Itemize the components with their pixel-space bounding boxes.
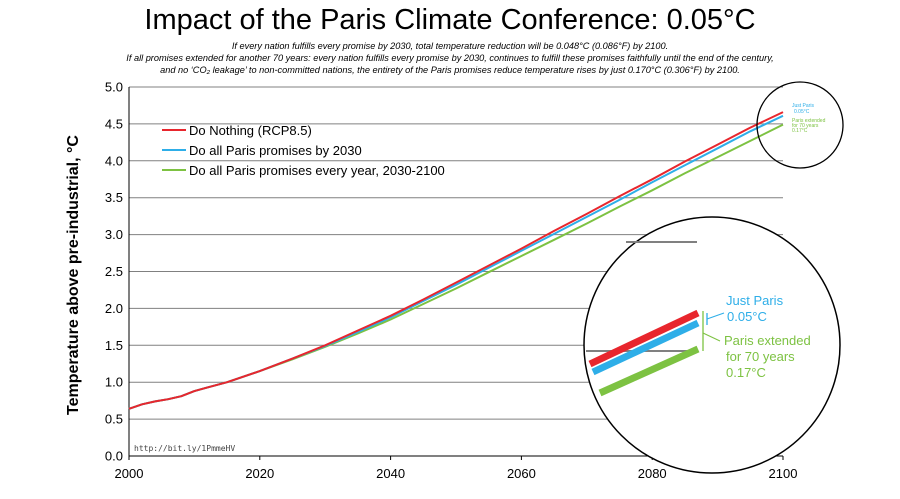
y-tick-label: 1.0 (105, 375, 123, 390)
x-tick-label: 2020 (245, 466, 274, 481)
zoom-inset: Just Paris 0.05°C Paris extended for 70 … (583, 216, 841, 474)
x-tick-label: 2060 (507, 466, 536, 481)
small-just-paris-label: Just Paris (792, 103, 814, 109)
y-tick-label: 5.0 (105, 80, 123, 95)
zoom-line-do-nothing (588, 309, 700, 368)
small-extended-value: 0.17°C (792, 128, 808, 134)
y-tick-labels: 0.0 0.5 1.0 1.5 2.0 2.5 3.0 3.5 4.0 4.5 5.0 (105, 80, 123, 464)
y-tick-label: 2.0 (105, 301, 123, 316)
small-extended-label-1: Paris extended (792, 118, 826, 124)
subtitle-line-2: If all promises extended for another 70 … (126, 53, 774, 63)
zoom-extended-label-1: Paris extended (724, 333, 811, 348)
zoom-just-paris-value: 0.05°C (727, 309, 767, 324)
zoom-extended-value: 0.17°C (726, 365, 766, 380)
series-lines (128, 111, 784, 410)
y-tick-label: 4.0 (105, 153, 123, 168)
x-tick-label: 2040 (376, 466, 405, 481)
small-extended-label-2: for 70 years (792, 123, 819, 129)
subtitle-line-1: If every nation fulfills every promise b… (231, 41, 669, 51)
y-tick-label: 0.0 (105, 449, 123, 464)
x-tick-label: 2100 (769, 466, 798, 481)
y-tick-label: 3.5 (105, 190, 123, 205)
zoom-line-paris-extended (598, 345, 700, 397)
y-tick-label: 1.5 (105, 338, 123, 353)
chart-title: Impact of the Paris Climate Conference: … (144, 4, 756, 36)
zoom-just-paris-label: Just Paris (726, 293, 784, 308)
y-tick-label: 0.5 (105, 412, 123, 427)
zoom-extended-label-2: for 70 years (726, 349, 795, 364)
y-axis-label: Temperature above pre-industrial, °C (65, 135, 82, 415)
legend: Do Nothing (RCP8.5) Do all Paris promise… (162, 123, 445, 178)
y-tick-label: 3.0 (105, 227, 123, 242)
zoom-line-paris-2030 (591, 319, 700, 376)
zoom-leader-just-paris (706, 312, 725, 320)
source-link[interactable]: http://bit.ly/1PmmeHV (134, 444, 235, 453)
y-tick-label: 4.5 (105, 116, 123, 131)
subtitle-line-3: and no ‘CO₂ leakage’ to non-committed na… (160, 65, 740, 75)
legend-label-paris-extended: Do all Paris promises every year, 2030-2… (189, 163, 445, 178)
end-highlight: Just Paris 0.05°C Paris extended for 70 … (756, 81, 844, 169)
legend-label-do-nothing: Do Nothing (RCP8.5) (189, 123, 312, 138)
small-just-paris-value: 0.05°C (794, 109, 810, 115)
zoom-leader-extended (702, 332, 721, 342)
series-line-do-nothing (128, 111, 784, 410)
x-tick-labels: 2000 2020 2040 2060 2080 2100 (115, 466, 798, 481)
gridlines (129, 86, 783, 420)
x-tick-label: 2000 (115, 466, 144, 481)
x-tick-label: 2080 (638, 466, 667, 481)
zoom-circle (583, 216, 841, 474)
legend-label-paris-2030: Do all Paris promises by 2030 (189, 143, 362, 158)
y-tick-label: 2.5 (105, 264, 123, 279)
end-highlight-circle (756, 81, 844, 169)
